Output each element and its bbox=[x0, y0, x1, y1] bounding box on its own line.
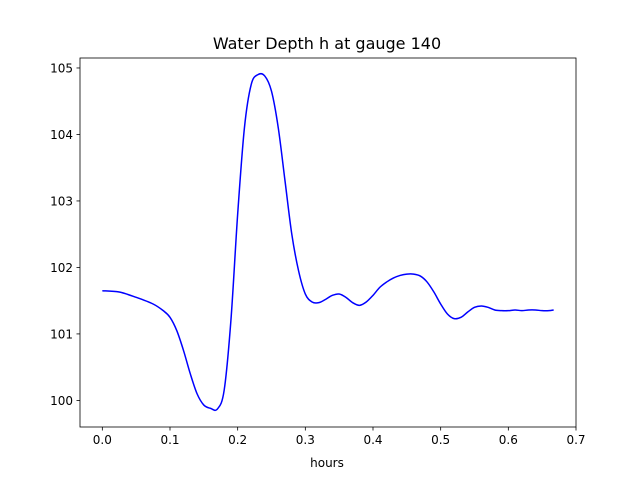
chart-title: Water Depth h at gauge 140 bbox=[213, 34, 441, 53]
x-tick-label: 0.2 bbox=[228, 433, 247, 447]
x-tick-label: 0.7 bbox=[566, 433, 585, 447]
y-tick-label: 105 bbox=[50, 61, 73, 75]
y-tick-label: 100 bbox=[50, 394, 73, 408]
x-tick-label: 0.1 bbox=[160, 433, 179, 447]
x-tick-label: 0.3 bbox=[296, 433, 315, 447]
axes-frame bbox=[79, 57, 577, 428]
x-axis-label: hours bbox=[310, 456, 344, 470]
y-tick-label: 101 bbox=[50, 327, 73, 341]
y-tick-label: 102 bbox=[50, 261, 73, 275]
plot-area: 0.0 0.1 0.2 0.3 0.4 0.5 0.6 0.7 100 101 102 103 104 1… bbox=[50, 57, 586, 447]
x-tick-label: 0.5 bbox=[431, 433, 450, 447]
series-line bbox=[102, 72, 554, 412]
x-tick-label: 0.0 bbox=[93, 433, 112, 447]
x-tick-label: 0.6 bbox=[499, 433, 518, 447]
y-tick-label: 104 bbox=[50, 128, 73, 142]
x-tick-label: 0.4 bbox=[363, 433, 382, 447]
y-tick-label: 103 bbox=[50, 194, 73, 208]
